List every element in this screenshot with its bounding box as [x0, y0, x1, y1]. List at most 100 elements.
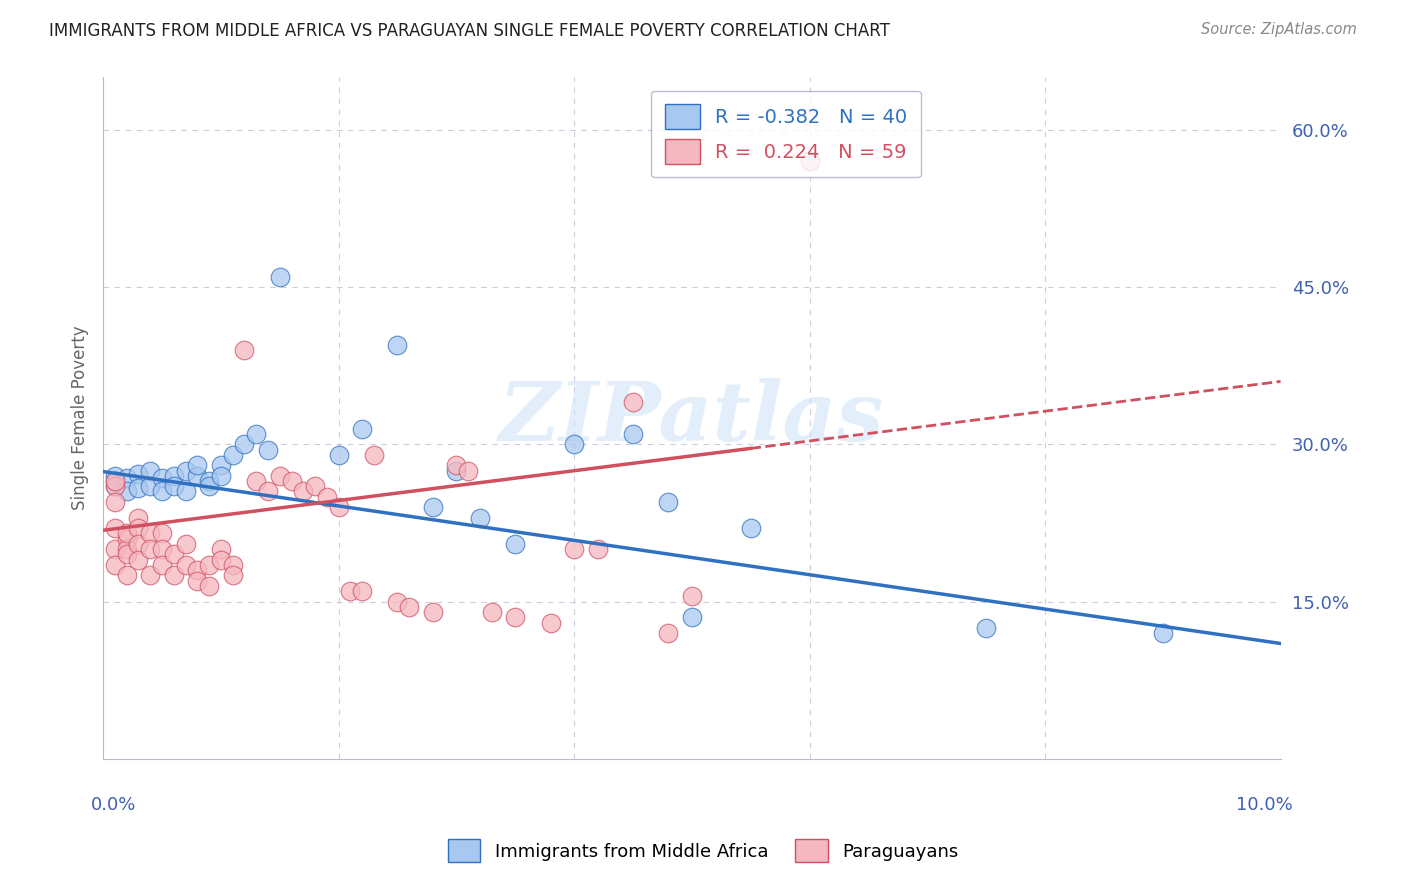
Point	[115, 532, 138, 546]
Point	[139, 526, 162, 541]
Point	[198, 474, 221, 488]
Point	[387, 594, 409, 608]
Point	[328, 448, 350, 462]
Point	[127, 510, 149, 524]
Point	[387, 337, 409, 351]
Point	[115, 471, 138, 485]
Point	[457, 463, 479, 477]
Point	[127, 521, 149, 535]
Point	[209, 542, 232, 557]
Point	[257, 484, 280, 499]
Point	[209, 468, 232, 483]
Y-axis label: Single Female Poverty: Single Female Poverty	[72, 326, 89, 510]
Point	[363, 448, 385, 462]
Point	[328, 500, 350, 515]
Point	[562, 542, 585, 557]
Point	[422, 500, 444, 515]
Point	[163, 548, 186, 562]
Point	[681, 590, 703, 604]
Point	[657, 626, 679, 640]
Point	[104, 495, 127, 509]
Point	[115, 484, 138, 499]
Point	[562, 437, 585, 451]
Point	[339, 584, 361, 599]
Point	[257, 442, 280, 457]
Point	[139, 568, 162, 582]
Point	[115, 548, 138, 562]
Point	[115, 568, 138, 582]
Point	[163, 479, 186, 493]
Point	[139, 542, 162, 557]
Point	[481, 605, 503, 619]
Point	[104, 468, 127, 483]
Point	[150, 542, 173, 557]
Point	[657, 495, 679, 509]
Point	[446, 458, 468, 473]
Point	[150, 484, 173, 499]
Point	[186, 574, 208, 588]
Point	[540, 615, 562, 630]
Point	[186, 458, 208, 473]
Point	[974, 621, 997, 635]
Point	[139, 463, 162, 477]
Point	[186, 563, 208, 577]
Point	[127, 537, 149, 551]
Point	[150, 526, 173, 541]
Text: ZIPatlas: ZIPatlas	[499, 378, 884, 458]
Point	[174, 463, 197, 477]
Point	[104, 474, 127, 488]
Point	[621, 426, 644, 441]
Point	[245, 426, 267, 441]
Point	[104, 542, 127, 557]
Text: Source: ZipAtlas.com: Source: ZipAtlas.com	[1201, 22, 1357, 37]
Point	[503, 537, 526, 551]
Point	[198, 558, 221, 572]
Point	[150, 558, 173, 572]
Point	[163, 468, 186, 483]
Point	[221, 568, 243, 582]
Text: 10.0%: 10.0%	[1236, 797, 1292, 814]
Point	[245, 474, 267, 488]
Point	[221, 448, 243, 462]
Point	[209, 458, 232, 473]
Point	[186, 468, 208, 483]
Point	[104, 474, 127, 488]
Point	[304, 479, 326, 493]
Point	[799, 154, 821, 169]
Point	[115, 526, 138, 541]
Point	[1152, 626, 1174, 640]
Point	[104, 558, 127, 572]
Point	[503, 610, 526, 624]
Point	[468, 510, 491, 524]
Point	[115, 542, 138, 557]
Point	[127, 467, 149, 481]
Point	[352, 421, 374, 435]
Point	[269, 269, 291, 284]
Point	[315, 490, 337, 504]
Point	[150, 471, 173, 485]
Point	[163, 568, 186, 582]
Point	[104, 479, 127, 493]
Point	[198, 579, 221, 593]
Point	[198, 479, 221, 493]
Point	[681, 610, 703, 624]
Point	[174, 537, 197, 551]
Point	[269, 468, 291, 483]
Point	[586, 542, 609, 557]
Point	[233, 437, 256, 451]
Point	[292, 484, 315, 499]
Point	[174, 558, 197, 572]
Point	[446, 463, 468, 477]
Point	[209, 552, 232, 566]
Point	[174, 484, 197, 499]
Point	[104, 479, 127, 493]
Point	[422, 605, 444, 619]
Text: 0.0%: 0.0%	[91, 797, 136, 814]
Point	[740, 521, 762, 535]
Text: IMMIGRANTS FROM MIDDLE AFRICA VS PARAGUAYAN SINGLE FEMALE POVERTY CORRELATION CH: IMMIGRANTS FROM MIDDLE AFRICA VS PARAGUA…	[49, 22, 890, 40]
Point	[221, 558, 243, 572]
Point	[280, 474, 302, 488]
Point	[398, 599, 420, 614]
Point	[352, 584, 374, 599]
Point	[233, 343, 256, 357]
